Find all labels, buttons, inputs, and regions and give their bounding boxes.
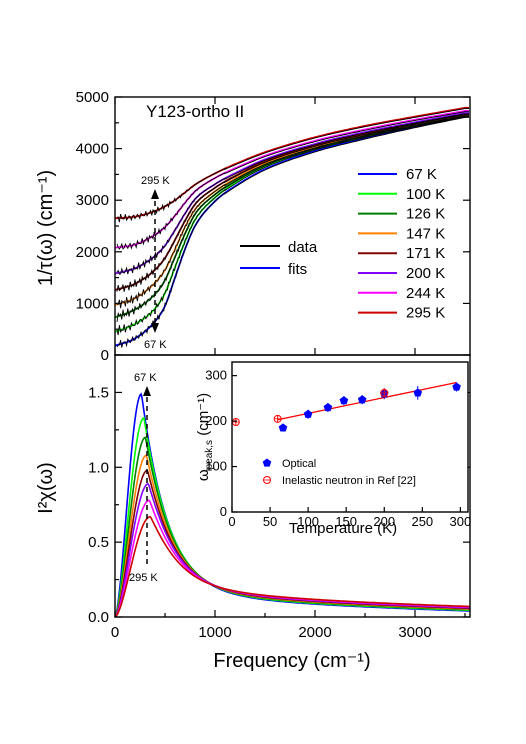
legend-label: 126 K bbox=[406, 206, 445, 223]
inset-x-axis-label: Temperature (K) bbox=[289, 520, 397, 537]
top-data-trace bbox=[116, 111, 469, 250]
top-data-trace bbox=[116, 115, 469, 323]
inset-y-tick-label: 100 bbox=[205, 459, 227, 474]
bottom-y-tick-label: 1.5 bbox=[88, 384, 109, 401]
style-legend-label: fits bbox=[288, 261, 307, 278]
inset-y-axis-label: ωpeak,s (cm⁻¹) bbox=[195, 393, 215, 481]
inset-legend: Optical Inelastic neutron in Ref [22] bbox=[262, 458, 416, 487]
inset-x-tick-label: 0 bbox=[228, 514, 235, 529]
top-y-axis-label: 1/τ(ω) (cm⁻¹) bbox=[35, 170, 57, 286]
inset-legend-label: Inelastic neutron in Ref [22] bbox=[282, 475, 416, 487]
inset-y-tick-label: 0 bbox=[220, 504, 227, 519]
top-y-tick-label: 2000 bbox=[76, 244, 109, 261]
top-data-trace bbox=[116, 113, 469, 275]
top-data-traces bbox=[116, 108, 469, 348]
top-y-tick-label: 1000 bbox=[76, 295, 109, 312]
bottom-annotations: 67 K 295 K bbox=[129, 372, 158, 584]
top-arrow-down bbox=[151, 323, 159, 333]
top-data-trace bbox=[116, 115, 469, 309]
x-tick-label: 0 bbox=[111, 624, 119, 641]
legend-label: 171 K bbox=[406, 245, 445, 262]
inset-point-optical bbox=[357, 395, 367, 404]
top-annotation-label: 67 K bbox=[144, 339, 167, 351]
top-annotation-label: 295 K bbox=[141, 175, 170, 187]
inset-frame bbox=[231, 361, 469, 513]
inset-x-tick-label: 300 bbox=[450, 514, 472, 529]
top-panel: 0 1000 2000 3000 4000 5000 Y123-ortho II 1/τ(… bbox=[35, 89, 471, 364]
inset-x-tick-label: 250 bbox=[411, 514, 433, 529]
inset-point-optical bbox=[323, 403, 333, 412]
top-data-trace bbox=[116, 108, 469, 223]
bottom-arrow-up bbox=[143, 386, 151, 396]
top-data-trace bbox=[116, 116, 469, 348]
legend-label: 67 K bbox=[406, 166, 437, 183]
top-y-tick-label: 0 bbox=[101, 347, 109, 364]
x-tick-label: 3000 bbox=[398, 624, 431, 641]
top-ticks: 0 1000 2000 3000 4000 5000 bbox=[76, 89, 470, 364]
inset-point-optical bbox=[278, 423, 288, 432]
inset-points bbox=[231, 382, 461, 432]
inset-x-tick-label: 150 bbox=[335, 514, 357, 529]
inset-x-tick-label: 50 bbox=[263, 514, 277, 529]
style-legend-label: data bbox=[288, 239, 318, 256]
panel-title: Y123-ortho II bbox=[146, 102, 244, 121]
bottom-annotation-label: 67 K bbox=[134, 372, 157, 384]
inset-point-optical bbox=[339, 396, 349, 405]
inset-point-optical bbox=[413, 388, 422, 397]
bottom-y-axis-label: I²χ(ω) bbox=[35, 462, 57, 514]
bottom-y-tick-label: 0.5 bbox=[88, 534, 109, 551]
legend-label: 200 K bbox=[406, 265, 445, 282]
x-axis-label: Frequency (cm⁻¹) bbox=[213, 650, 370, 672]
inset-x-tick-label: 200 bbox=[373, 514, 395, 529]
bottom-y-tick-label: 0.0 bbox=[88, 609, 109, 626]
legend-label: 244 K bbox=[406, 285, 445, 302]
bottom-plot-frame bbox=[114, 354, 471, 618]
bottom-series-lines bbox=[114, 392, 471, 618]
top-legend: 67 K 100 K 126 K 147 K 171 K 200 K 244 K 295 K d… bbox=[240, 166, 445, 322]
top-annotations: 295 K 67 K bbox=[141, 175, 170, 351]
top-data-trace bbox=[116, 116, 469, 336]
inset-panel: 0 100 200 300 0 50 100 150 200 250 300 Temperature… bbox=[195, 361, 471, 537]
bottom-line-295k bbox=[114, 515, 471, 618]
bottom-annotation-label: 295 K bbox=[129, 572, 158, 584]
top-y-tick-label: 4000 bbox=[76, 141, 109, 158]
inset-legend-marker-optical bbox=[262, 458, 272, 467]
top-arrow-up bbox=[151, 189, 159, 199]
inset-y-tick-label: 200 bbox=[205, 413, 227, 428]
legend-label: 100 K bbox=[406, 186, 445, 203]
inset-legend-label: Optical bbox=[282, 458, 316, 470]
inset-ticks: 0 100 200 300 0 50 100 150 200 250 300 bbox=[205, 368, 471, 529]
inset-y-tick-label: 300 bbox=[205, 368, 227, 383]
top-y-tick-label: 3000 bbox=[76, 192, 109, 209]
x-tick-label: 2000 bbox=[298, 624, 331, 641]
inset-point-optical bbox=[452, 382, 461, 391]
bottom-panel: 0.00.51.01.50 1000 2000 3000 I²χ(ω) Frequen… bbox=[35, 354, 471, 672]
inset-background bbox=[232, 362, 468, 512]
bottom-y-tick-label: 1.0 bbox=[88, 459, 109, 476]
x-tick-label: 1000 bbox=[198, 624, 231, 641]
bottom-ticks: 0.00.51.01.50 1000 2000 3000 bbox=[88, 384, 470, 641]
top-data-trace bbox=[116, 114, 469, 292]
top-y-tick-label: 5000 bbox=[76, 89, 109, 106]
inset-point-optical bbox=[303, 409, 313, 418]
legend-label: 295 K bbox=[406, 305, 445, 322]
inset-x-tick-label: 100 bbox=[297, 514, 319, 529]
legend-label: 147 K bbox=[406, 225, 445, 242]
